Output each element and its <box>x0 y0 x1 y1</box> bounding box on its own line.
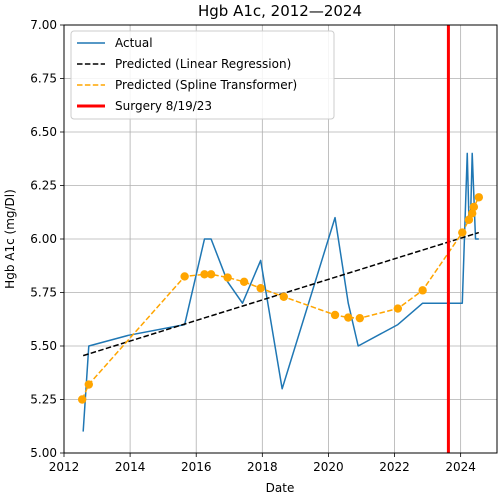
x-axis-label: Date <box>266 481 295 495</box>
legend-label-surgery-8-19-23: Surgery 8/19/23 <box>115 99 212 113</box>
predicted-spline-transformer-point <box>180 272 189 281</box>
y-tick-label: 5.75 <box>30 286 57 300</box>
predicted-spline-transformer-point <box>200 270 209 279</box>
predicted-spline-transformer-point <box>279 292 289 301</box>
y-tick-label: 6.75 <box>30 72 57 86</box>
y-tick-label: 6.00 <box>30 232 57 246</box>
predicted-spline-transformer-point <box>84 380 93 389</box>
y-tick-label: 6.25 <box>30 179 57 193</box>
x-tick-label: 2012 <box>49 460 80 474</box>
y-tick-label: 5.25 <box>30 393 57 407</box>
predicted-spline-transformer-point <box>458 228 467 237</box>
legend-label-predicted-spline-transformer: Predicted (Spline Transformer) <box>115 78 297 92</box>
x-tick-label: 2022 <box>379 460 410 474</box>
legend-label-actual: Actual <box>115 36 153 50</box>
y-axis-label: Hgb A1c (mg/Dl) <box>3 189 17 289</box>
y-tick-label: 6.50 <box>30 125 57 139</box>
x-tick-label: 2024 <box>445 460 476 474</box>
predicted-spline-transformer-point <box>206 270 216 279</box>
predicted-spline-transformer-point <box>393 304 403 313</box>
axis-ticks: 2012 2014 2016 2018 2020 2022 2024 5.00 5.25 5.50… <box>30 18 476 474</box>
legend: Actual Predicted (Linear Regression) Predi… <box>70 30 335 120</box>
x-tick-label: 2020 <box>313 460 344 474</box>
y-tick-label: 5.50 <box>30 339 57 353</box>
predicted-spline-transformer-point <box>223 273 232 282</box>
x-tick-label: 2016 <box>181 460 212 474</box>
y-tick-label: 7.00 <box>30 18 57 32</box>
x-tick-label: 2018 <box>247 460 278 474</box>
x-tick-label: 2014 <box>115 460 146 474</box>
plot-area <box>77 25 484 453</box>
predicted-spline-transformer-point <box>469 202 479 212</box>
predicted-spline-transformer-point <box>330 310 340 320</box>
legend-label-predicted-linear-regression: Predicted (Linear Regression) <box>115 57 291 71</box>
predicted-spline-transformer-point <box>344 313 353 322</box>
predicted-spline-transformer-point <box>418 286 427 295</box>
predicted-spline-transformer-point <box>77 395 87 404</box>
y-tick-label: 5.00 <box>30 446 57 460</box>
predicted-spline-transformer-point <box>464 215 474 224</box>
predicted-spline-transformer-point <box>355 313 365 323</box>
predicted-spline-transformer-point <box>468 209 477 218</box>
legend-box <box>70 30 335 120</box>
predicted-spline-transformer-point <box>256 284 265 293</box>
chart-title: Hgb A1c, 2012—2024 <box>198 2 362 20</box>
predicted-spline-transformer-point <box>474 193 484 202</box>
predicted-spline-transformer-point <box>239 277 249 286</box>
actual-line <box>82 152 479 432</box>
